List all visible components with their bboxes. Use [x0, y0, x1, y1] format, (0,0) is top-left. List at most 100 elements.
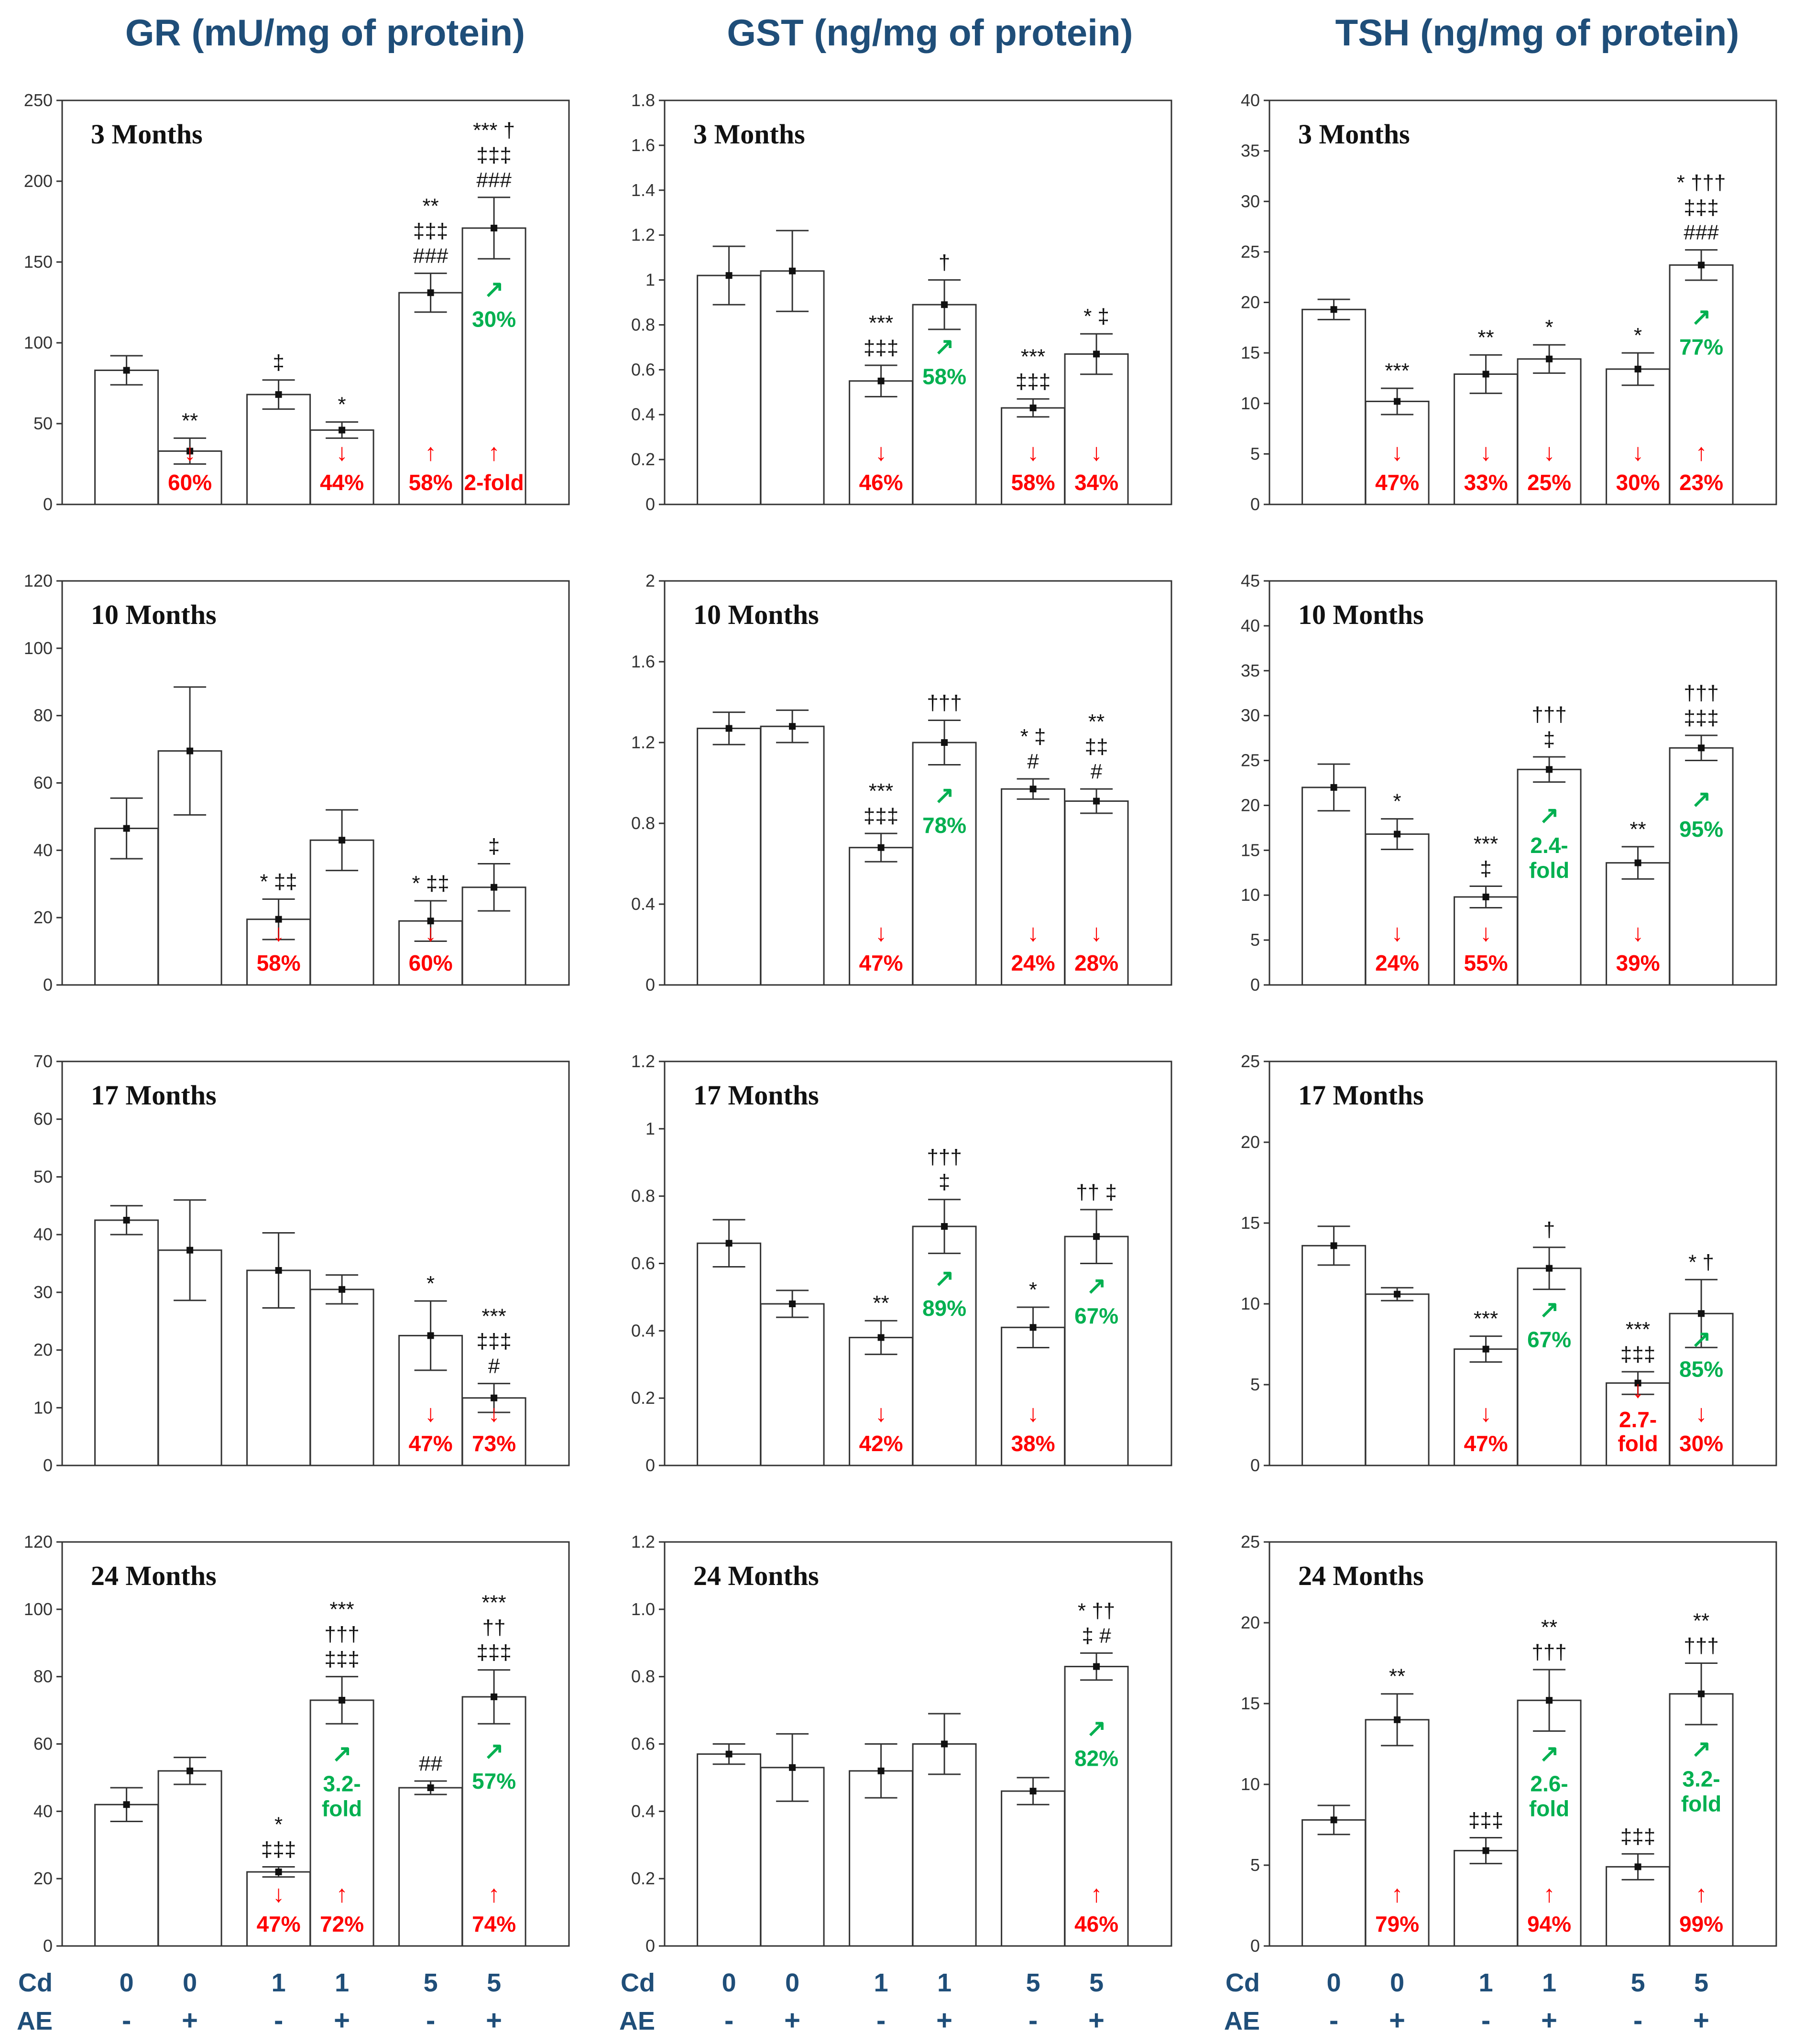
change-arrow: ↓ [875, 919, 887, 946]
bar [1669, 264, 1734, 505]
y-tick-label: 40 [1241, 90, 1260, 110]
ae-treatment-label: + [334, 2005, 350, 2036]
y-tick-label: 80 [33, 1667, 53, 1686]
mean-marker [123, 367, 130, 374]
cd-dose-label: 5 [424, 1968, 438, 1997]
y-tick-label: 1 [645, 1119, 655, 1138]
y-tick-label: 40 [33, 1224, 53, 1244]
chart-panel: 00.20.40.60.811.21.41.61.83 Months***‡‡‡… [631, 90, 1172, 514]
recovery-percent-label: 82% [1074, 1746, 1118, 1771]
panel-title: 17 Months [693, 1080, 819, 1111]
cd-axis-label: Cd [18, 1968, 53, 1997]
mean-marker [941, 301, 948, 308]
panel-title: 24 Months [693, 1560, 819, 1591]
bar [1454, 1348, 1519, 1466]
significance-marker: ‡‡‡ [1684, 196, 1718, 219]
y-tick-label: 20 [33, 907, 53, 927]
y-tick-label: 40 [1241, 616, 1260, 635]
recovery-arrow: ↗ [332, 1740, 352, 1767]
y-tick-label: 20 [33, 1340, 53, 1360]
percent-change-label: 60% [168, 470, 212, 495]
mean-marker [1482, 1847, 1489, 1854]
y-tick-label: 150 [24, 252, 53, 272]
percent-change-label: 47% [1464, 1431, 1508, 1456]
y-tick-label: 25 [1241, 1051, 1260, 1071]
significance-marker: * ‡ [1020, 725, 1046, 748]
recovery-percent-label: fold [1681, 1792, 1721, 1816]
y-tick-label: 10 [1241, 1774, 1260, 1794]
y-tick-label: 20 [33, 1869, 53, 1888]
ae-treatment-label: - [724, 2005, 733, 2036]
significance-marker: ‡ [939, 1170, 950, 1194]
mean-marker [1482, 371, 1489, 378]
bar [1365, 1293, 1430, 1466]
chart-panel: 0 20 40 60 80 100 120 10 Months * ‡‡ ↓ 58% * ‡‡ ↓ 60%… [24, 571, 570, 995]
mean-marker [491, 225, 498, 232]
bar [1454, 1850, 1519, 1947]
significance-marker: ††† [927, 1146, 962, 1169]
significance-marker: ** [1088, 710, 1104, 733]
significance-marker: ‡‡‡ [1620, 1825, 1655, 1848]
significance-marker: * [274, 1813, 283, 1836]
y-tick-label: 1.2 [631, 1051, 655, 1071]
mean-marker [123, 1216, 130, 1224]
y-tick-label: 20 [1241, 795, 1260, 815]
significance-marker: ### [476, 168, 512, 192]
significance-marker: *** [481, 1591, 506, 1615]
ae-treatment-label: - [1633, 2005, 1642, 2036]
y-tick-label: 1.2 [631, 225, 655, 245]
significance-marker: ‡‡‡ [864, 336, 898, 360]
mean-marker [339, 1286, 346, 1293]
recovery-arrow: ↗ [1086, 1715, 1106, 1742]
mean-marker [491, 884, 498, 891]
y-tick-label: 200 [24, 171, 53, 191]
percent-change-label: 58% [257, 951, 301, 975]
x-axis-group: Cd AE 0 - 0 +1 - 1 +5 - 5 + [619, 1968, 1104, 2036]
significance-marker: ‡‡‡ [1468, 1809, 1503, 1832]
bar [1517, 1268, 1582, 1466]
y-tick-label: 20 [1241, 293, 1260, 312]
bar [1669, 1693, 1734, 1947]
bar [697, 1242, 762, 1466]
panel-title: 17 Months [91, 1080, 217, 1111]
y-tick-label: 15 [1241, 1213, 1260, 1233]
significance-marker: * [1634, 324, 1642, 347]
mean-marker [1546, 1697, 1553, 1704]
mean-marker [427, 1784, 434, 1792]
ae-treatment-label: + [936, 2005, 952, 2036]
mean-marker [941, 1223, 948, 1230]
column-title-gr: GR (mU/mg of protein) [125, 11, 525, 54]
recovery-percent-label: 58% [922, 364, 966, 389]
mean-marker [789, 1301, 796, 1307]
percent-change-label: 47% [409, 1431, 453, 1456]
y-tick-label: 0 [43, 1455, 53, 1475]
mean-marker [1029, 1788, 1037, 1795]
percent-change-label: 47% [257, 1912, 301, 1936]
cd-dose-label: 0 [120, 1968, 134, 1997]
y-tick-label: 1.2 [631, 732, 655, 752]
change-arrow: ↓ [1480, 919, 1492, 946]
significance-marker: ††† [1684, 1634, 1718, 1658]
y-tick-label: 0.4 [631, 1321, 655, 1340]
recovery-arrow: ↗ [1691, 786, 1711, 812]
mean-marker [725, 272, 733, 279]
cd-dose-label: 1 [1479, 1968, 1493, 1997]
significance-marker: † [1543, 1218, 1555, 1242]
y-tick-label: 20 [1241, 1613, 1260, 1632]
mean-marker [1029, 404, 1037, 412]
y-tick-label: 0.8 [631, 1667, 655, 1686]
y-tick-label: 100 [24, 638, 53, 658]
bar [1064, 800, 1129, 986]
ae-treatment-label: - [426, 2005, 435, 2036]
mean-marker [1093, 1663, 1100, 1670]
bar [94, 1219, 159, 1466]
recovery-arrow: ↗ [1539, 802, 1559, 829]
y-tick-label: 40 [33, 840, 53, 860]
significance-marker: ‡‡‡ [1620, 1343, 1655, 1366]
change-arrow: ↓ [184, 439, 196, 466]
change-arrow: ↓ [425, 1400, 437, 1427]
mean-marker [1330, 306, 1337, 313]
percent-change-label: 73% [472, 1431, 516, 1456]
change-arrow: ↓ [1480, 439, 1492, 466]
